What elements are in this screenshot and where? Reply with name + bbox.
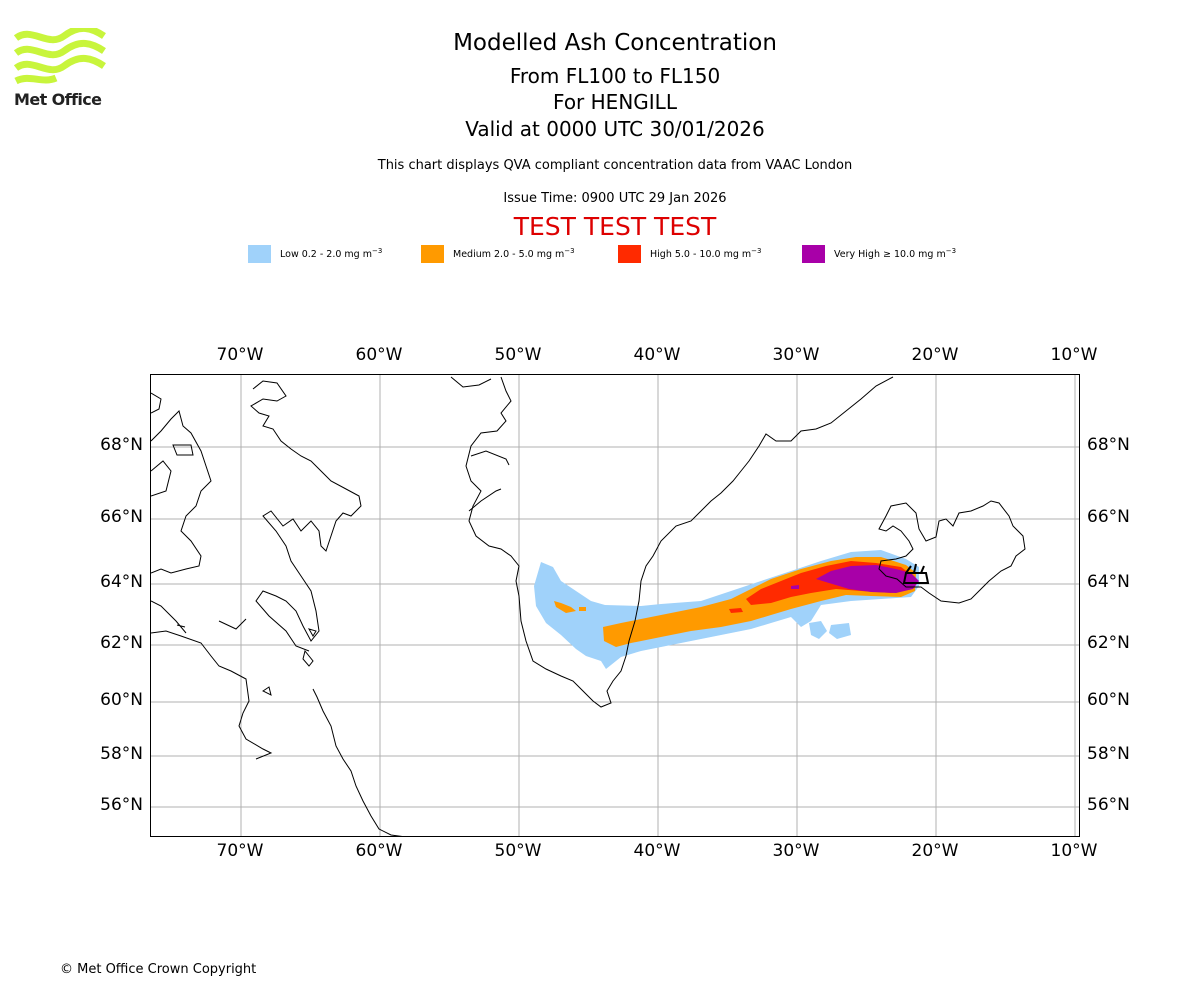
lat-label-right: 62°N	[1087, 633, 1130, 653]
lat-label-left: 60°N	[100, 690, 143, 710]
legend-item-high: High 5.0 - 10.0 mg m−3	[618, 244, 762, 264]
lon-label-top: 70°W	[216, 345, 264, 365]
lat-label-left: 58°N	[100, 744, 143, 764]
lon-label-top: 50°W	[494, 345, 542, 365]
met-office-logo: Met Office	[12, 25, 112, 114]
flight-level-subtitle: From FL100 to FL150	[509, 64, 721, 88]
coastline-baffin-west	[151, 392, 212, 574]
ash-layer-low-islands	[809, 621, 851, 639]
lon-label-bottom: 10°W	[1050, 841, 1098, 861]
legend-label-low: Low 0.2 - 2.0 mg m−3	[280, 247, 383, 261]
test-banner: TEST TEST TEST	[513, 212, 717, 241]
coastline-greenland-fjord1	[470, 450, 510, 466]
lat-label-left: 68°N	[100, 435, 143, 455]
chart-title: Modelled Ash Concentration	[453, 30, 777, 56]
lat-label-right: 58°N	[1087, 744, 1130, 764]
legend-label-very-high: Very High ≥ 10.0 mg m−3	[834, 247, 957, 261]
lon-label-bottom: 60°W	[355, 841, 403, 861]
coastline-islands-south	[262, 628, 317, 696]
copyright-notice: © Met Office Crown Copyright	[60, 962, 257, 977]
logo-text: Met Office	[14, 90, 102, 109]
validity-subtitle: Valid at 0000 UTC 30/01/2026	[465, 117, 765, 141]
lon-label-top: 30°W	[772, 345, 820, 365]
legend-swatch-high	[618, 245, 641, 263]
issue-time: Issue Time: 0900 UTC 29 Jan 2026	[503, 191, 727, 206]
lat-label-left: 62°N	[100, 633, 143, 653]
volcano-subtitle: For HENGILL	[553, 90, 677, 114]
map-panel[interactable]	[150, 374, 1080, 837]
ash-layer-very-high	[816, 565, 919, 593]
coastline-greenland-west	[450, 376, 894, 708]
legend-item-medium: Medium 2.0 - 5.0 mg m−3	[421, 244, 575, 264]
met-office-wave-icon	[13, 25, 106, 85]
lat-label-right: 56°N	[1087, 795, 1130, 815]
coastline-iceland	[878, 500, 1026, 604]
ash-layer-very-high-patch	[791, 585, 799, 589]
lon-label-top: 10°W	[1050, 345, 1098, 365]
lat-label-left: 64°N	[100, 572, 143, 592]
ash-plume	[534, 550, 919, 669]
legend-label-high: High 5.0 - 10.0 mg m−3	[650, 247, 762, 261]
lat-label-left: 66°N	[100, 507, 143, 527]
ash-layer-high-patch	[729, 608, 743, 613]
lon-label-bottom: 70°W	[216, 841, 264, 861]
coastline-greenland-fjord2	[468, 488, 502, 512]
lat-label-right: 64°N	[1087, 572, 1130, 592]
legend-label-medium: Medium 2.0 - 5.0 mg m−3	[453, 247, 575, 261]
data-source-note: This chart displays QVA compliant concen…	[377, 158, 853, 173]
lon-label-bottom: 20°W	[911, 841, 959, 861]
lat-label-left: 56°N	[100, 795, 143, 815]
coastline-baffin-lake	[172, 444, 194, 456]
legend-item-low: Low 0.2 - 2.0 mg m−3	[248, 244, 382, 264]
lon-label-top: 40°W	[633, 345, 681, 365]
lon-label-bottom: 40°W	[633, 841, 681, 861]
coastlines	[151, 376, 894, 836]
coastline-baffin-inlet	[151, 460, 172, 497]
legend-item-very-high: Very High ≥ 10.0 mg m−3	[802, 244, 956, 264]
coastline-baffin-east	[250, 380, 362, 652]
coastline-ungava	[151, 600, 247, 634]
legend-swatch-very-high	[802, 245, 825, 263]
legend-swatch-low	[248, 245, 271, 263]
legend-swatch-medium	[421, 245, 444, 263]
map-canvas	[151, 375, 1079, 836]
lon-label-bottom: 30°W	[772, 841, 820, 861]
lon-label-top: 20°W	[911, 345, 959, 365]
lat-label-right: 66°N	[1087, 507, 1130, 527]
lat-label-right: 68°N	[1087, 435, 1130, 455]
ash-layer-medium-patch	[554, 601, 586, 613]
lat-label-right: 60°N	[1087, 690, 1130, 710]
lon-label-bottom: 50°W	[494, 841, 542, 861]
lon-label-top: 60°W	[355, 345, 403, 365]
coastline-labrador	[151, 630, 403, 836]
volcano-symbol	[902, 563, 930, 584]
